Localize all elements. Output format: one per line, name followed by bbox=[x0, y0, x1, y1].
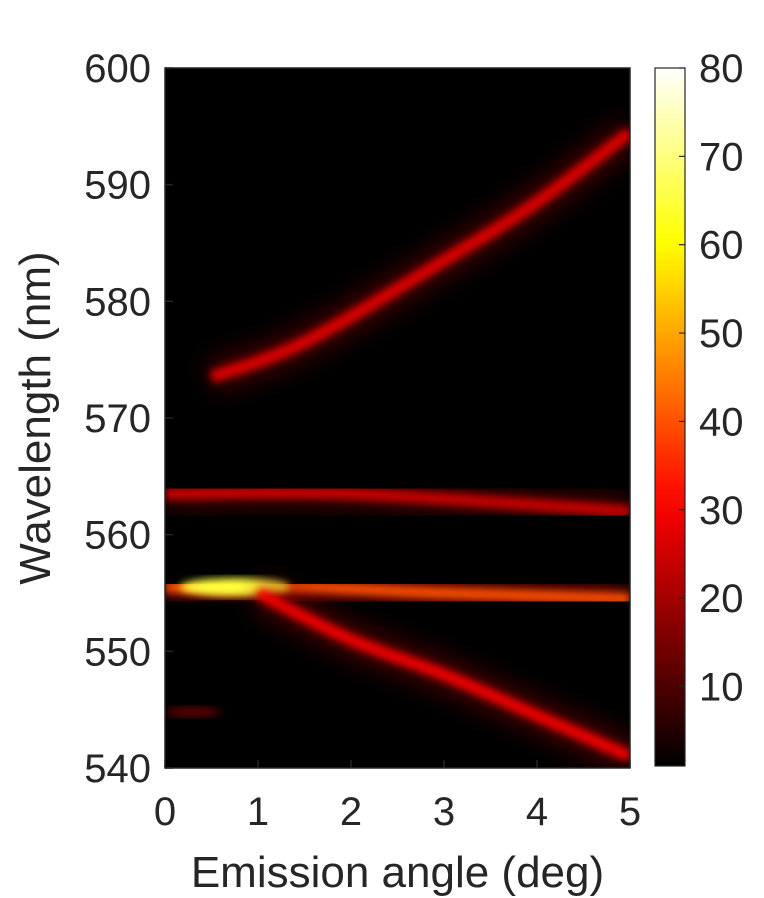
x-axis: 0 1 2 3 4 5 bbox=[154, 760, 641, 834]
colorbar-tick-label: 60 bbox=[699, 224, 744, 268]
y-axis: 540 550 560 570 580 590 600 bbox=[84, 47, 173, 791]
y-tick-label: 550 bbox=[84, 630, 151, 674]
band-core-1 bbox=[165, 486, 630, 518]
colorbar-tick-label: 80 bbox=[699, 47, 744, 91]
colorbar-tick-label: 40 bbox=[699, 400, 744, 444]
y-tick-label: 540 bbox=[84, 747, 151, 791]
y-tick-label: 560 bbox=[84, 514, 151, 558]
y-tick-label: 600 bbox=[84, 47, 151, 91]
x-tick-label: 5 bbox=[619, 790, 641, 834]
colorbar-tick-label: 30 bbox=[699, 489, 744, 533]
colorbar: 10 20 30 40 50 60 70 80 bbox=[654, 47, 744, 767]
band-core-3 bbox=[255, 587, 630, 762]
y-tick-label: 590 bbox=[84, 164, 151, 208]
y-tick-label: 580 bbox=[84, 280, 151, 324]
x-axis-label: Emission angle (deg) bbox=[191, 848, 604, 897]
y-tick-label: 570 bbox=[84, 397, 151, 441]
band-core-0 bbox=[209, 127, 630, 383]
x-tick-label: 4 bbox=[526, 790, 548, 834]
x-tick-label: 1 bbox=[247, 790, 269, 834]
weak-spot-4 bbox=[165, 707, 221, 717]
heatmap-bands bbox=[165, 118, 630, 768]
colorbar-tick-label: 70 bbox=[699, 135, 744, 179]
x-tick-label: 3 bbox=[433, 790, 455, 834]
colorbar-gradient bbox=[654, 67, 686, 767]
x-tick-label: 0 bbox=[154, 790, 176, 834]
x-tick-label: 2 bbox=[340, 790, 362, 834]
colorbar-tick-label: 50 bbox=[699, 312, 744, 356]
plot-area bbox=[164, 67, 631, 769]
y-axis-label: Wavelength (nm) bbox=[11, 251, 60, 584]
colorbar-tick-label: 10 bbox=[699, 665, 744, 709]
colorbar-tick-label: 20 bbox=[699, 577, 744, 621]
